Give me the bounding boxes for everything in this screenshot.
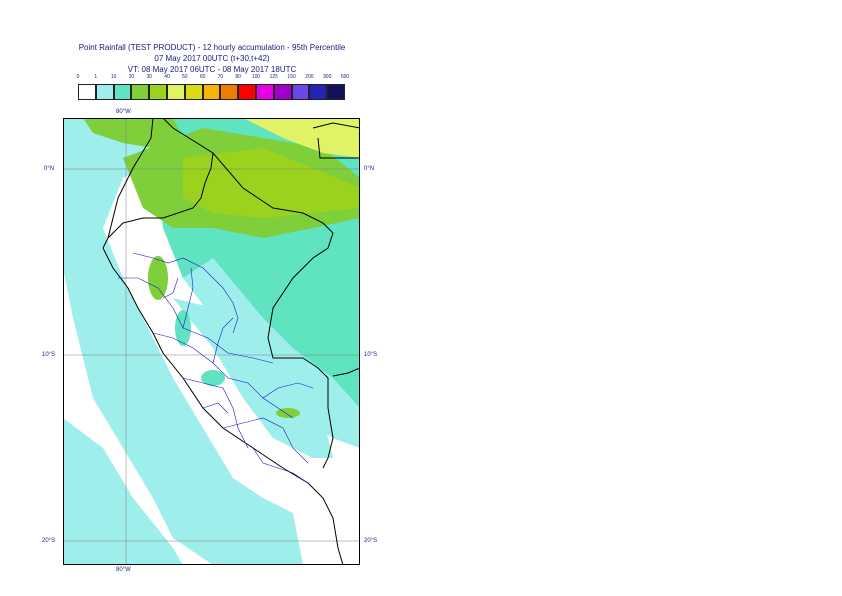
bottom-longitude-label: 80°W — [116, 567, 131, 573]
map-frame — [63, 118, 360, 565]
lat-label-right-0: 0°N — [364, 166, 375, 172]
lat-label-left-10: 10°S — [42, 352, 56, 358]
legend-swatch — [273, 84, 292, 100]
legend-tick: 125 — [269, 74, 278, 80]
northwest-green-strip — [83, 118, 183, 148]
legend-tick: 150 — [287, 74, 296, 80]
region-borders — [118, 252, 314, 484]
legend-swatch — [238, 84, 256, 100]
legend-tick: 80 — [235, 74, 241, 80]
andes-green-spot-1 — [148, 256, 168, 300]
legend-tick: 40 — [164, 74, 170, 80]
lat-label-right-10: 10°S — [364, 352, 378, 358]
legend-tick: 30 — [146, 74, 152, 80]
legend-swatch — [184, 84, 203, 100]
legend-swatch — [113, 84, 132, 100]
lat-label-left-0: 0°N — [44, 166, 55, 172]
legend-swatch — [256, 84, 274, 100]
validity-time-subtitle: VT: 08 May 2017 06UTC - 08 May 2017 18UT… — [127, 65, 297, 74]
legend-swatch — [131, 84, 150, 100]
legend-swatch — [78, 84, 96, 100]
andes-green-spot-2 — [201, 370, 225, 386]
rainfall-map — [63, 118, 360, 565]
run-time-subtitle: 07 May 2017 00UTC (t+30,t+42) — [154, 54, 270, 63]
legend-tick: 10 — [110, 74, 117, 80]
amazon-yellowgreen — [183, 148, 360, 218]
offshore-rain-patch — [63, 418, 183, 565]
legend-swatch — [309, 84, 328, 100]
legend-swatch — [202, 84, 221, 100]
legend-tick: 500 — [340, 74, 350, 80]
legend-tick: 70 — [217, 74, 224, 80]
legend-tick: 200 — [305, 74, 314, 80]
legend-tick: 100 — [251, 74, 261, 80]
andes-green-spot-3 — [276, 408, 300, 418]
legend-swatch — [167, 84, 185, 100]
legend-tick: 20 — [128, 74, 135, 80]
lat-label-right-20: 20°S — [364, 538, 378, 544]
legend-swatch — [149, 84, 167, 100]
legend-tick: 0 — [76, 74, 80, 80]
top-longitude-label: 80°W — [116, 109, 131, 115]
graticule — [63, 118, 360, 565]
legend-swatch — [95, 84, 114, 100]
legend-swatch — [327, 84, 345, 100]
legend-swatch — [291, 84, 310, 100]
legend-tick: 60 — [199, 74, 206, 80]
map-title: Point Rainfall (TEST PRODUCT) - 12 hourl… — [78, 43, 346, 52]
legend-tick: 50 — [182, 74, 188, 80]
lat-label-left-20: 20°S — [42, 538, 56, 544]
legend-tick: 300 — [323, 74, 332, 80]
legend-swatch — [220, 84, 239, 100]
coastal-rain-band — [63, 118, 303, 565]
country-borders — [102, 118, 360, 565]
northern-yellow-patch — [243, 118, 360, 158]
legend-tick: 1 — [94, 74, 98, 80]
